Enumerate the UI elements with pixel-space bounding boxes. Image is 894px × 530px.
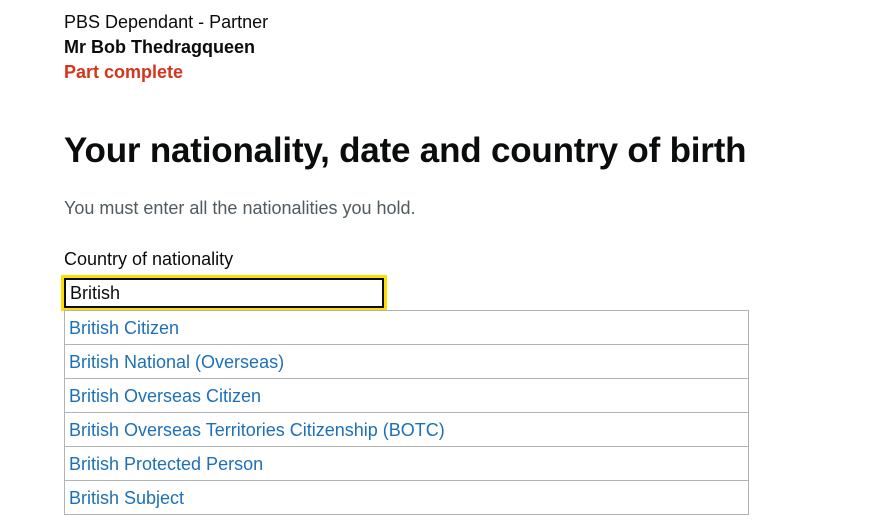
status-badge: Part complete bbox=[64, 62, 184, 82]
nationality-suggestions-list: British Citizen British National (Overse… bbox=[64, 310, 749, 515]
suggestion-british-national-overseas[interactable]: British National (Overseas) bbox=[65, 345, 748, 379]
suggestion-british-citizen[interactable]: British Citizen bbox=[65, 311, 748, 345]
nationality-input-focus-ring bbox=[61, 275, 387, 311]
applicant-type: PBS Dependant - Partner bbox=[64, 12, 269, 32]
suggestion-british-protected-person[interactable]: British Protected Person bbox=[65, 447, 748, 481]
nationality-hint: You must enter all the nationalities you… bbox=[64, 198, 416, 218]
page-title: Your nationality, date and country of bi… bbox=[64, 131, 747, 170]
suggestion-british-overseas-citizen[interactable]: British Overseas Citizen bbox=[65, 379, 748, 413]
suggestion-british-subject[interactable]: British Subject bbox=[69, 488, 185, 508]
applicant-name: Mr Bob Thedragqueen bbox=[64, 37, 256, 57]
suggestion-british-overseas-territories-citizenship[interactable]: British Overseas Territories Citizenship… bbox=[65, 413, 748, 447]
nationality-input[interactable] bbox=[64, 278, 384, 308]
nationality-label: Country of nationality bbox=[64, 249, 234, 269]
